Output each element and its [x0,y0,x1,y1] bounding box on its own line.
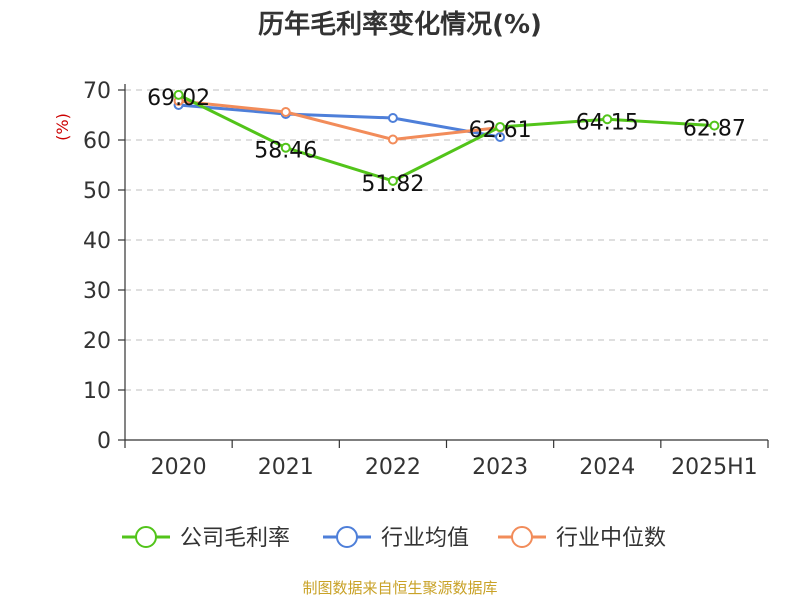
legend-item[interactable]: 公司毛利率 [122,526,290,551]
x-tick-label: 2020 [151,455,207,480]
x-tick-label: 2023 [472,455,528,480]
source-note: 制图数据来自恒生聚源数据库 [302,579,498,597]
y-axis-unit-label: (%) [53,113,72,141]
y-tick-label: 60 [83,129,111,154]
data-label: 69.02 [147,86,210,111]
data-point[interactable] [280,142,291,153]
data-label: 62.87 [683,117,746,142]
data-point[interactable] [495,121,506,132]
label-layer: 69.02 58.46 51.82 62.61 64.15 62.87 [147,86,746,197]
data-label: 58.46 [254,139,317,164]
legend-marker [511,526,533,548]
y-tick-label: 30 [83,279,111,304]
x-tick-label: 2022 [365,455,421,480]
data-point[interactable] [602,114,613,125]
x-tick-label: 2025H1 [671,455,758,480]
x-tick-label: 2021 [258,455,314,480]
series-layer [173,89,720,186]
y-tick-label: 20 [83,329,111,354]
legend-label: 行业均值 [381,526,469,551]
chart-title: 历年毛利率变化情况(%) [258,10,542,40]
legend: 公司毛利率 行业均值 行业中位数 [122,526,666,551]
data-point[interactable] [173,89,184,100]
y-tick-label: 40 [83,229,111,254]
data-point[interactable] [495,132,506,142]
data-label: 51.82 [361,172,424,197]
data-label: 62.61 [469,118,532,143]
y-tick-label: 50 [83,179,111,204]
y-tick-label: 70 [83,79,111,104]
legend-marker [135,526,157,548]
legend-marker [336,526,358,548]
legend-label: 公司毛利率 [180,526,290,551]
series-line [177,93,715,183]
legend-item[interactable]: 行业均值 [323,526,469,551]
data-point[interactable] [709,120,720,131]
data-point[interactable] [387,134,398,145]
data-point[interactable] [387,113,398,123]
y-tick-label: 0 [97,429,111,454]
grid-layer [125,89,768,391]
x-tick-label: 2024 [579,455,635,480]
series-line [178,99,501,141]
series-line [178,103,501,139]
legend-label: 行业中位数 [556,526,666,551]
legend-item[interactable]: 行业中位数 [498,526,666,551]
data-point[interactable] [280,107,291,117]
axis-layer: 0 10 20 30 40 50 60 70 2020 2021 2022 2023 2024 2025H… [83,79,769,480]
y-tick-label: 10 [83,379,111,404]
data-point[interactable] [387,175,398,186]
data-label: 64.15 [576,110,639,135]
